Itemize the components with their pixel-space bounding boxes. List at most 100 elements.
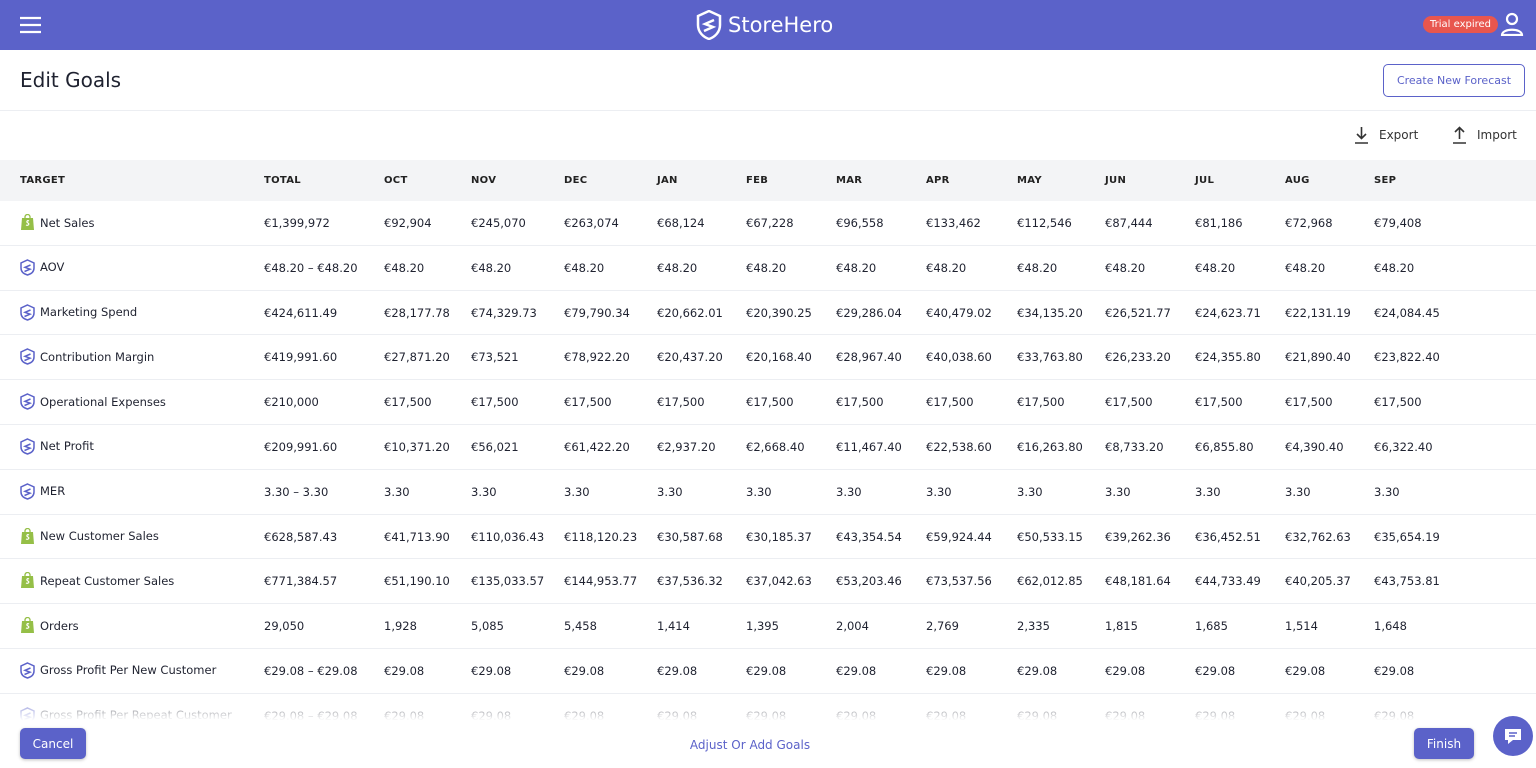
table-cell: 5,085 [471, 619, 504, 634]
table-cell: 1,815 [1105, 619, 1138, 634]
storehero-icon [20, 303, 35, 321]
shopify-icon [21, 617, 34, 634]
row-label-text: Marketing Spend [40, 305, 138, 320]
table-cell: €48.20 [1285, 260, 1326, 275]
title-bar: Edit Goals Create New Forecast [0, 50, 1536, 111]
row-label: Net Profit [20, 438, 94, 455]
table-cell: €16,263.80 [1017, 439, 1083, 454]
table-cell: 3.30 [657, 484, 683, 499]
table-cell: €74,329.73 [471, 305, 537, 320]
column-header: TARGET [20, 175, 66, 186]
column-header: JAN [657, 175, 678, 186]
table-cell: €33,763.80 [1017, 350, 1083, 365]
table-cell: €48.20 [836, 260, 877, 275]
table-cell: €87,444 [1105, 216, 1153, 230]
column-header: JUN [1105, 175, 1127, 186]
row-label: Gross Profit Per New Customer [20, 662, 216, 679]
table-cell: €2,668.40 [746, 439, 805, 454]
storehero-icon [20, 393, 35, 410]
trial-badge: Trial expired [1423, 16, 1499, 33]
table-cell: €29.08 [836, 663, 877, 678]
table-cell: €34,135.20 [1017, 305, 1083, 320]
finish-button[interactable]: Finish [1414, 728, 1474, 759]
table-cell: €81,186 [1195, 216, 1243, 230]
shopify-icon [21, 572, 34, 589]
table-cell: 3.30 [746, 484, 772, 499]
table-cell: €51,190.10 [384, 574, 450, 589]
table-cell: €135,033.57 [471, 574, 545, 589]
table-cell: 5,458 [564, 619, 597, 634]
table-cell: 3.30 [1285, 484, 1311, 499]
table-row: Repeat Customer Sales €771,384.57 €51,190.… [0, 559, 1536, 605]
table-row: Orders 29,050 1,928 5,085 5,458 1,414 1,395 2,0… [0, 604, 1536, 649]
table-cell: €22,538.60 [926, 439, 992, 454]
table-cell: €44,733.49 [1195, 574, 1261, 589]
table-cell: €48.20 [746, 260, 787, 275]
table-cell: €29.08 [564, 663, 605, 678]
table-cell: 1,414 [657, 619, 690, 634]
user-button[interactable] [1500, 12, 1524, 36]
row-label: Marketing Spend [20, 303, 138, 321]
table-cell: €29.08 – €29.08 [264, 663, 358, 678]
table-cell: €56,021 [471, 439, 519, 454]
table-cell: €79,790.34 [564, 305, 630, 320]
table-row: Net Profit €209,991.60 €10,371.20 €56,021 €6… [0, 425, 1536, 470]
table-cell: €17,500 [836, 395, 884, 410]
row-label: New Customer Sales [20, 527, 159, 545]
shopify-icon [21, 214, 34, 230]
brand: StoreHero [696, 10, 833, 40]
row-label: Operational Expenses [20, 393, 166, 410]
table-cell: €29.08 [746, 663, 787, 678]
column-header: MAY [1017, 175, 1042, 186]
table-cell: €144,953.77 [564, 574, 638, 589]
adjust-goals-link[interactable]: Adjust Or Add Goals [689, 738, 811, 752]
table-cell: €628,587.43 [264, 529, 338, 544]
table-cell: €2,937.20 [657, 439, 716, 454]
import-button[interactable]: Import [1452, 126, 1517, 144]
table-cell: 29,050 [264, 619, 305, 634]
table-cell: €24,623.71 [1195, 305, 1261, 320]
table-cell: €17,500 [1105, 395, 1153, 410]
row-label: Net Sales [20, 214, 94, 231]
table-cell: €37,042.63 [746, 574, 812, 589]
cancel-button[interactable]: Cancel [20, 728, 86, 759]
storehero-icon [20, 348, 35, 366]
table-cell: €110,036.43 [471, 529, 545, 544]
column-header: AUG [1285, 175, 1310, 186]
table-row: MER 3.30 – 3.30 3.30 3.30 3.30 3.30 3.30 3.30 3.… [0, 470, 1536, 515]
row-label-text: Operational Expenses [40, 394, 166, 409]
menu-button[interactable] [20, 16, 41, 34]
table-cell: €17,500 [564, 395, 612, 410]
table-cell: €20,662.01 [657, 305, 723, 320]
footer: Adjust Or Add Goals Cancel Finish [0, 720, 1536, 768]
table-cell: €20,437.20 [657, 350, 723, 365]
chat-button[interactable] [1493, 716, 1533, 756]
column-header: JUL [1195, 175, 1215, 186]
table-cell: €53,203.46 [836, 574, 902, 589]
row-label-text: Net Sales [40, 215, 95, 230]
page-title: Edit Goals [20, 68, 122, 92]
export-button[interactable]: Export [1354, 126, 1418, 144]
table-cell: €263,074 [564, 216, 619, 230]
table-cell: €48.20 [1374, 260, 1415, 275]
table-cell: €419,991.60 [264, 350, 338, 365]
table-cell: €40,479.02 [926, 305, 992, 320]
row-label-text: Contribution Margin [40, 349, 155, 364]
table-cell: €48.20 [1105, 260, 1146, 275]
chat-icon [1505, 729, 1521, 744]
table-cell: 3.30 [836, 484, 862, 499]
table-cell: €92,904 [384, 216, 432, 230]
create-forecast-button[interactable]: Create New Forecast [1383, 64, 1525, 97]
table-cell: €41,713.90 [384, 529, 450, 544]
column-header: NOV [471, 175, 497, 186]
storehero-icon [20, 258, 35, 276]
table-cell: 3.30 [926, 484, 952, 499]
table-cell: €210,000 [264, 395, 319, 410]
table-cell: 3.30 [384, 484, 410, 499]
storehero-icon [20, 438, 35, 455]
row-label-text: AOV [40, 260, 65, 275]
import-icon [1453, 126, 1466, 144]
table-cell: €29.08 [1374, 663, 1415, 678]
table-row: Net Sales €1,399,972 €92,904 €245,070 €263,0… [0, 201, 1536, 246]
